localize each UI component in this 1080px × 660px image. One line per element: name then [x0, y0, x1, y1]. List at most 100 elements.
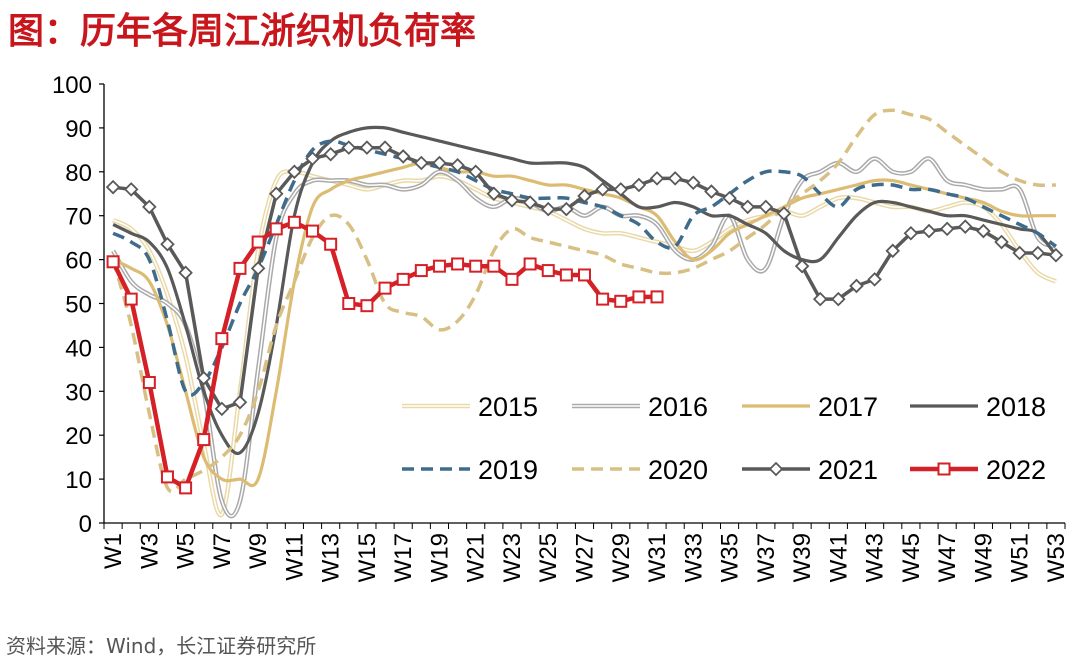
x-tick-label: W31	[644, 533, 671, 582]
series-marker-2021	[613, 182, 629, 197]
series-marker-2021	[522, 195, 538, 210]
series-marker-2021	[232, 395, 248, 410]
x-tick-label: W25	[535, 533, 562, 582]
series-marker-2022	[432, 259, 446, 273]
series-marker-2022	[578, 268, 591, 282]
series-marker-2021	[867, 272, 882, 287]
series-2022	[106, 215, 664, 495]
series-marker-2021	[631, 177, 647, 193]
y-tick-label: 30	[65, 379, 92, 406]
series-marker-2022	[360, 299, 374, 313]
x-tick-label: W21	[463, 533, 490, 582]
series-marker-2021	[214, 401, 230, 417]
x-tick-label: W45	[898, 533, 925, 582]
series-marker-2021	[667, 171, 683, 186]
legend-item-2022: 2022	[910, 455, 1046, 485]
x-tick-label: W51	[1007, 533, 1034, 582]
series-marker-2022	[124, 292, 138, 306]
series-marker-2021	[377, 140, 393, 155]
series-marker-2022	[215, 332, 229, 346]
series-marker-2021	[468, 164, 483, 180]
series-marker-2021	[341, 140, 357, 155]
legend-label: 2020	[648, 455, 708, 485]
source-note: 资料来源：Wind，长江证券研究所	[6, 634, 317, 658]
x-tick-label: W1	[100, 533, 127, 569]
series-marker-2021	[776, 206, 792, 221]
legend-label: 2018	[986, 392, 1046, 422]
series-marker-2021	[142, 199, 157, 215]
series-marker-2021	[794, 258, 810, 274]
legend-item-2016: 2016	[572, 392, 708, 422]
x-tick-label: W7	[209, 533, 236, 569]
series-2021	[105, 140, 1064, 417]
series-line-2016	[111, 156, 1057, 519]
legend-label: 2016	[648, 392, 708, 422]
series-marker-2021	[722, 190, 737, 206]
series-line-2018	[112, 125, 1058, 456]
series-marker-2022	[251, 235, 265, 249]
series-marker-2021	[450, 157, 465, 173]
series-marker-2021	[196, 370, 211, 386]
series-marker-2021	[160, 236, 175, 252]
series-marker-2021	[287, 164, 302, 180]
series-2018	[112, 125, 1058, 456]
series-marker-2021	[268, 186, 284, 202]
y-tick-label: 40	[65, 335, 92, 362]
x-tick-label: W3	[136, 533, 163, 569]
series-marker-2022	[106, 255, 120, 269]
series-2015	[112, 169, 1057, 518]
series-marker-2021	[939, 221, 955, 237]
series-marker-2021	[595, 182, 610, 197]
legend-label: 2021	[818, 455, 878, 485]
x-tick-label: W39	[789, 533, 816, 582]
series-marker-2021	[1030, 245, 1046, 261]
series-marker-2021	[958, 219, 973, 234]
x-tick-label: W53	[1043, 533, 1070, 582]
series-marker-2022	[179, 481, 193, 495]
series-marker-2022	[487, 259, 501, 273]
series-marker-2022	[324, 237, 338, 251]
legend-item-2019: 2019	[402, 455, 538, 485]
series-marker-2021	[849, 278, 864, 294]
series-marker-2021	[250, 261, 266, 276]
series-marker-2021	[486, 186, 502, 202]
x-tick-label: W23	[499, 533, 526, 582]
x-tick-label: W17	[390, 533, 417, 582]
y-tick-label: 20	[65, 423, 92, 450]
series-marker-2022	[523, 257, 537, 271]
x-tick-label: W41	[825, 533, 852, 582]
series-marker-2022	[469, 259, 483, 273]
series-line-inner-2016	[112, 157, 1057, 517]
x-tick-label: W43	[862, 533, 889, 582]
y-tick-label: 100	[52, 72, 92, 99]
x-tick-label: W33	[680, 533, 707, 582]
series-marker-2022	[451, 257, 465, 271]
series-marker-2021	[704, 184, 719, 199]
y-tick-label: 70	[65, 204, 92, 231]
legend-item-2015: 2015	[402, 392, 538, 422]
legend-label: 2019	[478, 455, 538, 485]
series-line-2017	[112, 161, 1056, 488]
y-tick-label: 60	[65, 248, 92, 275]
y-tick-label: 10	[65, 467, 92, 494]
series-marker-2022	[269, 222, 283, 236]
series-marker-2021	[812, 291, 828, 307]
series-marker-2021	[831, 291, 846, 307]
y-tick-label: 90	[65, 116, 92, 143]
x-tick-label: W19	[426, 533, 453, 582]
legend-marker	[937, 462, 951, 476]
series-marker-2022	[396, 272, 410, 286]
series-marker-2021	[323, 146, 338, 162]
series-marker-2022	[197, 433, 211, 447]
x-tick-label: W5	[173, 533, 200, 569]
legend-item-2017: 2017	[742, 392, 878, 422]
x-tick-label: W9	[245, 533, 272, 569]
legend-label: 2017	[818, 392, 878, 422]
series-marker-2021	[305, 151, 320, 166]
series-marker-2021	[559, 201, 574, 217]
legend-marker	[768, 461, 784, 477]
y-tick-label: 50	[65, 292, 92, 319]
x-tick-label: W47	[934, 533, 961, 582]
x-tick-label: W15	[354, 533, 381, 582]
series-marker-2022	[650, 290, 664, 304]
